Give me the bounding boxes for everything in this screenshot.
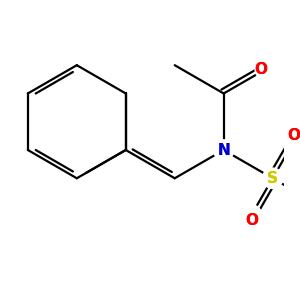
Text: O: O bbox=[287, 128, 300, 143]
Circle shape bbox=[214, 140, 234, 160]
Text: O: O bbox=[254, 62, 267, 77]
Circle shape bbox=[284, 131, 300, 152]
Text: N: N bbox=[217, 142, 230, 158]
Text: S: S bbox=[267, 171, 278, 186]
Text: N: N bbox=[217, 142, 230, 158]
Text: O: O bbox=[287, 128, 300, 143]
Circle shape bbox=[241, 205, 262, 225]
Text: S: S bbox=[267, 171, 278, 186]
Circle shape bbox=[255, 59, 275, 80]
Text: O: O bbox=[254, 62, 267, 77]
Text: O: O bbox=[245, 213, 258, 228]
Text: O: O bbox=[245, 213, 258, 228]
Circle shape bbox=[262, 168, 283, 188]
